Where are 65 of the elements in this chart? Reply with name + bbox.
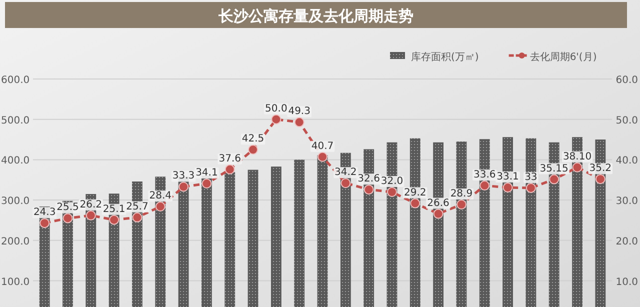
point xyxy=(386,186,397,197)
point xyxy=(480,180,490,191)
y-tick-label: 500.0 xyxy=(1,115,30,126)
point xyxy=(202,178,212,189)
data-label: 25.5 xyxy=(56,202,79,214)
point xyxy=(595,174,606,184)
y-tick-label: 200.0 xyxy=(1,236,30,248)
data-label: 40.7 xyxy=(311,140,334,152)
y2-tick-label: 30.0 xyxy=(616,196,638,208)
point xyxy=(364,184,374,195)
point xyxy=(433,208,444,219)
point xyxy=(549,174,560,184)
y-tick-label: 400.0 xyxy=(1,156,30,167)
point xyxy=(178,182,189,192)
data-label: 35.15 xyxy=(540,163,568,174)
y2-tick-label: 10.0 xyxy=(616,276,638,288)
point xyxy=(572,162,582,172)
y-tick-label: 300.0 xyxy=(1,196,30,208)
point xyxy=(456,200,466,210)
y-tick-label: 100.0 xyxy=(1,276,30,288)
data-label: 34.2 xyxy=(334,167,357,178)
data-label: 49.3 xyxy=(288,106,310,118)
data-label: 38.10 xyxy=(562,151,592,162)
data-label: 28.4 xyxy=(149,190,172,202)
data-label: 32.0 xyxy=(380,176,404,187)
y2-tick-label: 20.0 xyxy=(616,236,638,248)
data-label: 35.2 xyxy=(589,163,612,174)
data-label: 42.5 xyxy=(242,134,264,145)
y2-tick-label: 40.0 xyxy=(616,156,638,167)
data-label: 26.2 xyxy=(80,199,102,210)
point xyxy=(109,214,120,225)
point xyxy=(294,117,304,128)
data-label: 37.6 xyxy=(218,153,241,164)
point xyxy=(155,202,166,212)
point xyxy=(271,114,282,124)
data-label: 34.1 xyxy=(196,168,218,179)
point xyxy=(40,218,50,228)
point xyxy=(62,213,73,224)
y-tick-label: 600.0 xyxy=(1,75,30,86)
legend-label: 库存面积(万㎡) xyxy=(411,51,479,63)
chart-title: 长沙公寓存量及去化周期走势 xyxy=(218,7,414,25)
data-label: 25.1 xyxy=(102,204,126,215)
data-label: 29.2 xyxy=(404,187,426,198)
data-label: 32.6 xyxy=(358,174,380,185)
point xyxy=(340,178,351,188)
data-label: 50.0 xyxy=(265,103,288,114)
data-label: 28.9 xyxy=(450,188,473,200)
data-label: 33 xyxy=(524,172,538,183)
point xyxy=(318,152,328,162)
point xyxy=(410,198,420,208)
data-label: 33.1 xyxy=(496,172,519,183)
data-label: 26.6 xyxy=(427,198,450,209)
y2-tick-label: 50.0 xyxy=(616,115,638,126)
point xyxy=(502,182,513,193)
data-label: 33.3 xyxy=(172,170,195,182)
legend-label: 去化周期6'(月) xyxy=(530,51,597,63)
y2-tick-label: 60.0 xyxy=(616,75,638,86)
data-label: 33.6 xyxy=(473,170,496,181)
point xyxy=(132,212,142,222)
point xyxy=(526,182,536,193)
data-label: 24.3 xyxy=(33,207,56,218)
point xyxy=(224,164,235,174)
data-label: 25.7 xyxy=(126,201,148,212)
point xyxy=(86,210,96,220)
point xyxy=(248,144,258,155)
